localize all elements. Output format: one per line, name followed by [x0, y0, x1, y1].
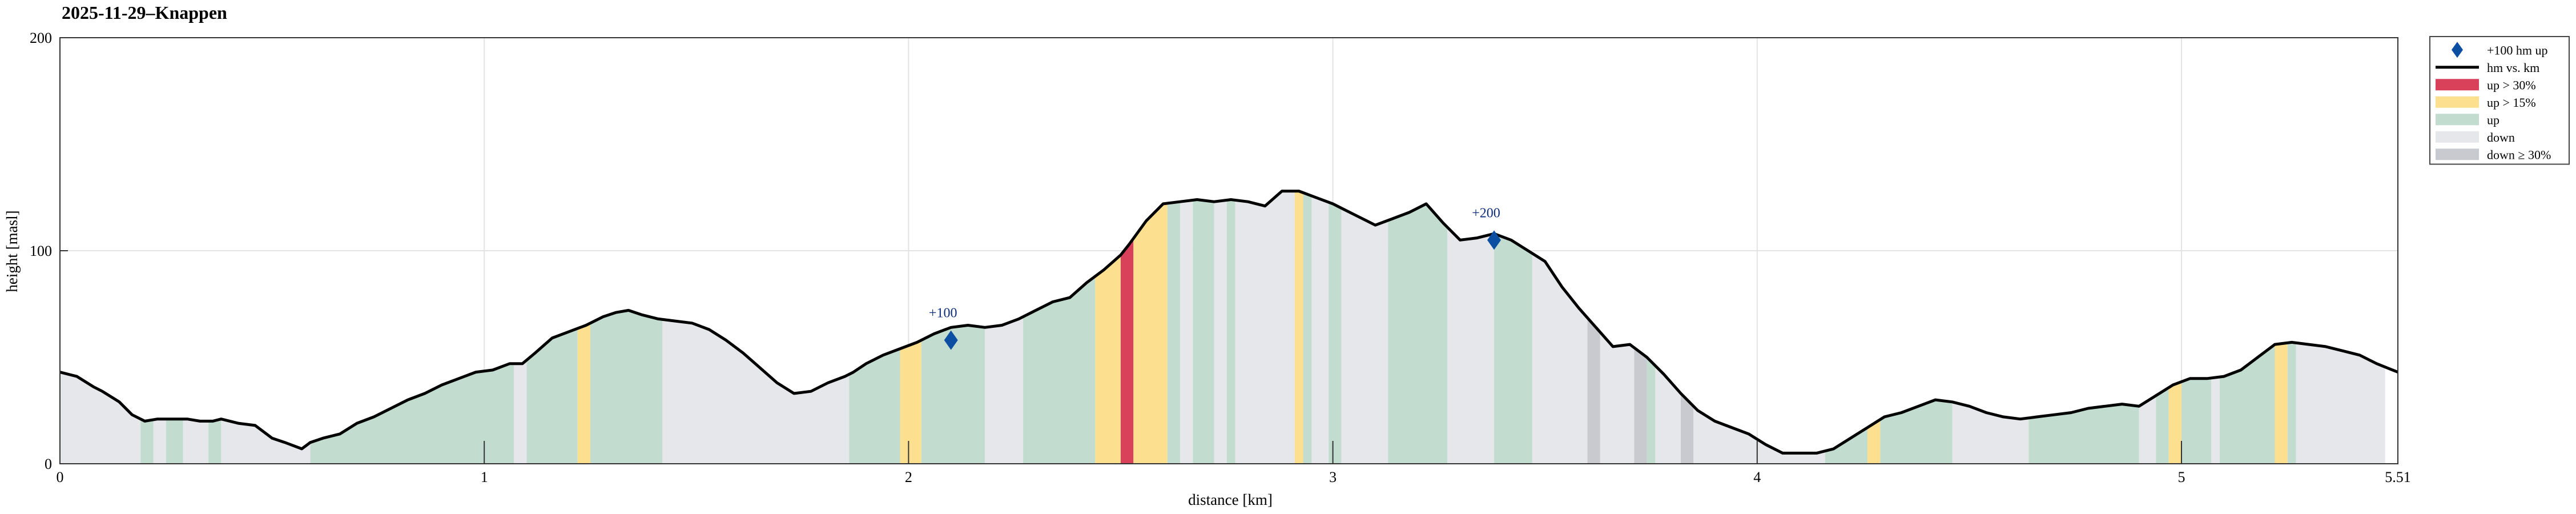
- segment-up: [526, 328, 578, 464]
- x-tick-label: 5.51: [2385, 469, 2411, 485]
- segment-up: [1193, 199, 1214, 464]
- legend-entry-label: down: [2487, 130, 2515, 144]
- x-axis-label: distance [km]: [1188, 491, 1273, 508]
- segment-up: [2287, 342, 2296, 464]
- segment-down: [1341, 208, 1388, 464]
- segment-down: [221, 419, 311, 464]
- hm-marker-label: +200: [1472, 206, 1500, 220]
- segment-moderate-up: [900, 340, 921, 464]
- legend-entry-label: down ≥ 30%: [2487, 147, 2551, 162]
- segment-up: [849, 348, 900, 464]
- segment-up: [166, 419, 183, 464]
- segment-moderate-up: [1867, 419, 1881, 464]
- segment-moderate-up: [577, 323, 590, 464]
- hm-marker-label: +100: [929, 306, 957, 321]
- segment-up: [1226, 199, 1235, 464]
- segment-down: [662, 319, 850, 464]
- segment-steep-up: [1120, 238, 1134, 464]
- hm-marker-icon: [944, 330, 958, 350]
- segment-down: [1214, 200, 1227, 464]
- segment-up: [1825, 427, 1868, 464]
- segment-moderate-up: [2168, 382, 2181, 464]
- segment-up: [1647, 357, 1656, 464]
- hm-marker-icon: [1487, 230, 1501, 250]
- x-tick-label: 0: [57, 469, 64, 485]
- segment-up: [208, 419, 222, 464]
- segment-steep-down: [1634, 347, 1647, 464]
- x-tick-label: 1: [481, 469, 488, 485]
- segment-down: [1447, 227, 1494, 464]
- segment-down: [1655, 366, 1681, 464]
- segment-up: [310, 363, 514, 464]
- x-tick-label: 4: [1753, 469, 1761, 485]
- segment-up: [140, 419, 154, 464]
- segment-up: [1329, 202, 1342, 464]
- segment-moderate-up: [1133, 203, 1168, 464]
- segment-down: [183, 419, 209, 464]
- segment-steep-down: [1587, 318, 1600, 464]
- y-tick-label: 0: [45, 456, 52, 472]
- y-tick-label: 100: [30, 243, 52, 259]
- legend-entry-label: +100 hm up: [2487, 43, 2548, 57]
- chart-title: 2025-11-29–Knappen: [62, 2, 227, 23]
- legend-entry-label: up > 30%: [2487, 78, 2536, 92]
- segment-down: [985, 316, 1024, 464]
- segment-up: [590, 310, 663, 464]
- segment-down: [1532, 253, 1588, 464]
- legend-swatch-steep-down: [2436, 148, 2479, 160]
- segment-up: [2028, 404, 2139, 464]
- y-axis-label: height [masl]: [3, 210, 21, 292]
- legend-marker-icon: [2452, 42, 2463, 58]
- segment-down: [1952, 401, 2029, 464]
- segment-up: [1023, 276, 1096, 464]
- legend-swatch-moderate-up: [2436, 96, 2479, 108]
- x-tick-label: 3: [1329, 469, 1337, 485]
- x-tick-label: 5: [2177, 469, 2185, 485]
- segment-down: [2211, 377, 2220, 464]
- segment-up: [1494, 234, 1532, 464]
- legend-entry-label: hm vs. km: [2487, 61, 2539, 75]
- legend-swatch-up: [2436, 114, 2479, 126]
- segment-down: [1235, 191, 1295, 464]
- segment-up: [921, 325, 985, 464]
- legend-swatch-steep-up: [2436, 79, 2479, 91]
- segment-up: [1388, 203, 1448, 464]
- segment-moderate-up: [1095, 255, 1121, 464]
- legend-entry-label: up: [2487, 113, 2499, 127]
- segment-down: [2139, 395, 2156, 464]
- segment-down: [2296, 343, 2385, 464]
- x-tick-label: 2: [905, 469, 912, 485]
- segment-up: [1880, 400, 1953, 464]
- segment-up: [2156, 387, 2169, 464]
- segment-up: [2181, 378, 2211, 464]
- segment-up: [1303, 192, 1312, 464]
- legend: +100 hm up hm vs. km up > 30% up > 15% up dow…: [2429, 36, 2570, 165]
- segment-down: [60, 372, 141, 464]
- legend-entry-label: up > 15%: [2487, 95, 2536, 110]
- legend-swatch-down: [2436, 131, 2479, 143]
- segment-down: [514, 360, 527, 464]
- segment-down: [1180, 200, 1193, 464]
- segment-moderate-up: [1294, 191, 1303, 464]
- segment-steep-down: [1681, 393, 1694, 464]
- segment-moderate-up: [2275, 343, 2288, 464]
- segment-down: [1693, 406, 1825, 464]
- profile-line: [59, 190, 2398, 455]
- segment-up: [1167, 202, 1181, 464]
- segment-down: [153, 419, 166, 464]
- segment-down: [1311, 195, 1329, 464]
- segment-down: [1600, 332, 1635, 464]
- plot-area: 0 1 2 3 4 5 5.51 0 100 200 +100 +200: [30, 30, 2411, 485]
- y-tick-label: 200: [30, 30, 52, 46]
